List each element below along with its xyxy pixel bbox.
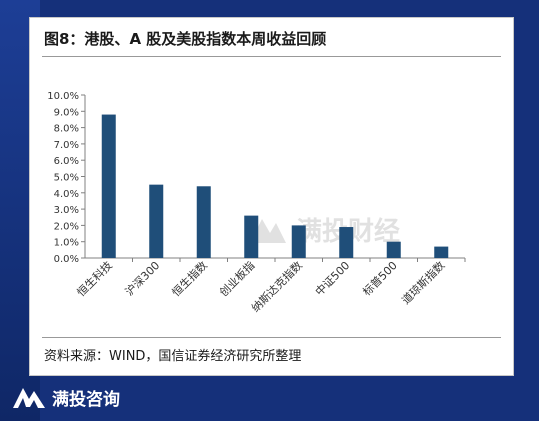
x-tick-label: 道琼斯指数 (399, 258, 448, 307)
y-tick-label: 1.0% (54, 238, 79, 249)
x-tick-label: 纳斯达克指数 (248, 258, 305, 315)
x-tick-label: 创业板指 (216, 258, 257, 299)
watermark-logo-icon (250, 218, 286, 243)
bar (434, 246, 449, 258)
chart-title: 图8：港股、A 股及美股指数本周收益回顾 (44, 30, 327, 48)
bar-chart: 0.0% 1.0% 2.0% 3.0% 4.0% 5.0% 6.0% 7.0% 8.0% 9.0%… (47, 91, 466, 315)
x-tick-label: 恒生指数 (169, 258, 210, 299)
source-note: 资料来源：WIND，国信证券经济研究所整理 (44, 349, 302, 364)
y-tick-label: 9.0% (54, 107, 79, 118)
y-tick-label: 2.0% (54, 221, 79, 232)
bar (244, 215, 259, 258)
footer-brand: 满投咨询 (12, 382, 120, 412)
bar (101, 114, 116, 258)
x-tick-label: 恒生科技 (74, 258, 115, 299)
bar (386, 241, 401, 258)
y-tick-label: 0.0% (54, 254, 79, 265)
x-tick-label: 中证500 (313, 259, 353, 299)
footer-brand-text: 满投咨询 (52, 389, 120, 410)
bar (149, 184, 164, 258)
chart-card: 图8：港股、A 股及美股指数本周收益回顾 满投财经 0.0%1.0%2.0%3.… (29, 17, 514, 376)
y-tick-label: 7.0% (54, 140, 79, 151)
brand-logo-icon (13, 388, 45, 408)
y-tick-label: 6.0% (54, 156, 79, 167)
title-divider (42, 56, 501, 57)
x-tick-label: 标普500 (360, 258, 400, 298)
bar (339, 227, 354, 258)
source-divider (42, 337, 501, 338)
bar (291, 225, 306, 258)
y-tick-label: 5.0% (54, 173, 79, 184)
y-tick-label: 10.0% (47, 91, 79, 102)
y-tick-label: 3.0% (54, 205, 79, 216)
x-tick-label: 沪深300 (122, 258, 162, 298)
y-tick-label: 4.0% (54, 189, 79, 200)
bar (196, 186, 211, 258)
y-tick-label: 8.0% (54, 124, 79, 135)
